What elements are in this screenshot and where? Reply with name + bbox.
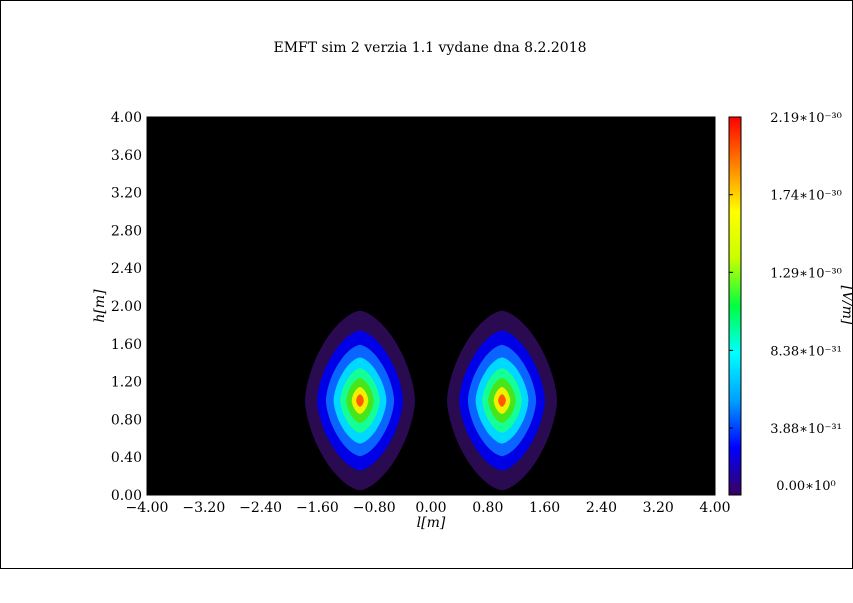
colorbar [728, 116, 742, 496]
y-tick-label: 3.60 [111, 148, 142, 164]
y-tick-label: 0.80 [111, 412, 142, 428]
y-tick-label: 0.40 [111, 450, 142, 466]
contour-source2-level8 [498, 394, 506, 407]
x-tick-label: 1.60 [529, 500, 560, 516]
y-tick-label: 1.20 [111, 375, 142, 391]
plot-area [147, 117, 715, 495]
y-tick-label: 2.00 [111, 299, 142, 315]
y-tick-label: 4.00 [111, 110, 142, 126]
x-tick-label: 0.80 [472, 500, 503, 516]
x-tick-label: −0.80 [353, 500, 396, 516]
x-tick-label: −4.00 [126, 500, 169, 516]
x-tick-label: −3.20 [182, 500, 225, 516]
chart-title: EMFT sim 2 verzia 1.1 vydane dna 8.2.201… [273, 40, 586, 56]
x-tick-label: 4.00 [699, 500, 730, 516]
colorbar-tick-label: 0.00∗10⁰ [776, 479, 836, 494]
colorbar-tick-label: 3.88∗10⁻³¹ [770, 422, 842, 437]
y-tick-label: 1.60 [111, 337, 142, 353]
x-axis-ticks: −4.00 −3.20 −2.40 −1.60 −0.80 0.00 0.80 1.60 2.4… [126, 117, 731, 516]
y-tick-label: 2.80 [111, 223, 142, 239]
y-axis-label: h[m] [92, 289, 108, 323]
colorbar-tick-label: 8.38∗10⁻³¹ [770, 344, 842, 359]
field-contours [305, 310, 557, 491]
colorbar-tick-label: 2.19∗10⁻³⁰ [770, 111, 842, 126]
colorbar-ticks: 0.00∗10⁰ 3.88∗10⁻³¹ 8.38∗10⁻³¹ 1.29∗10⁻³⁰ 1.… [729, 111, 842, 496]
x-tick-label: −1.60 [296, 500, 339, 516]
y-tick-label: 2.40 [111, 261, 142, 277]
contour-source1-level8 [356, 394, 364, 407]
colorbar-label: [V/m] [839, 285, 853, 325]
colorbar-tick-label: 1.74∗10⁻³⁰ [770, 189, 842, 204]
colorbar-tick-label: 1.29∗10⁻³⁰ [770, 266, 842, 281]
y-tick-label: 3.20 [111, 186, 142, 202]
x-tick-label: 3.20 [643, 500, 674, 516]
x-tick-label: 2.40 [586, 500, 617, 516]
x-axis-label: l[m] [417, 515, 446, 531]
y-tick-label: 0.00 [111, 488, 142, 504]
y-axis-ticks: 0.00 0.40 0.80 1.20 1.60 2.00 2.40 2.80 3.20 3.60… [111, 110, 715, 504]
x-tick-label: −2.40 [239, 500, 282, 516]
x-tick-label: 0.00 [415, 500, 446, 516]
